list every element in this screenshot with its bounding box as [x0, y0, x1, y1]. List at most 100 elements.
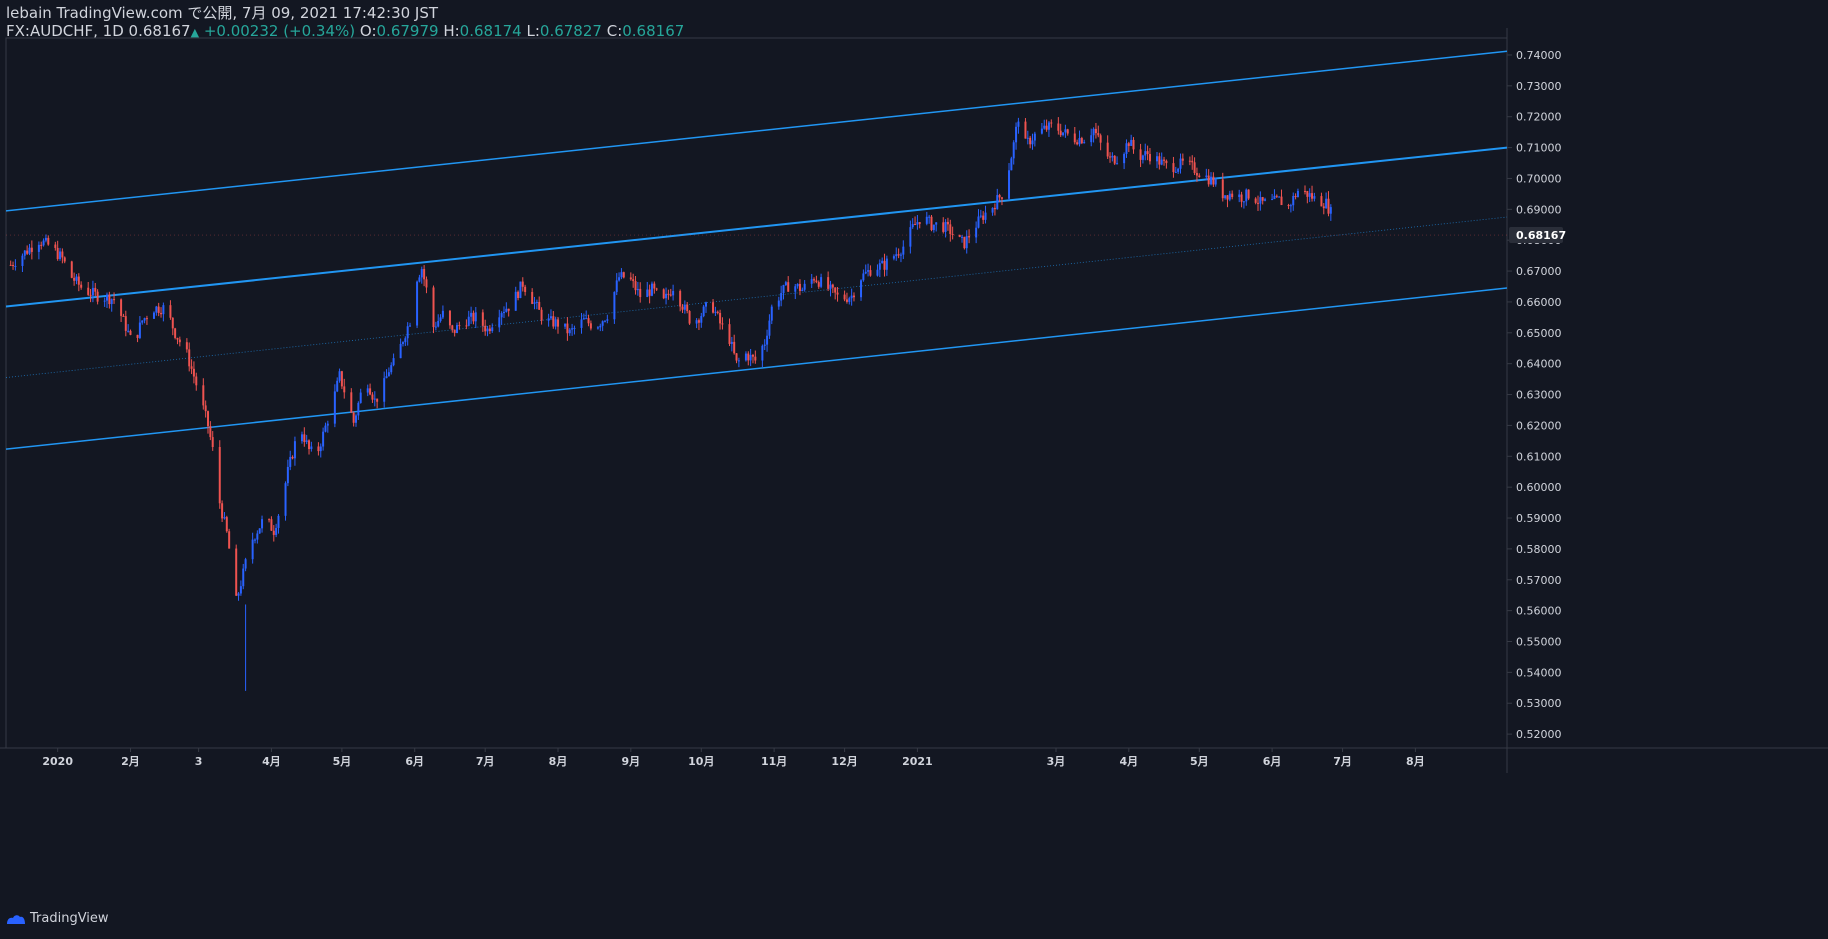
candle-body: [519, 281, 522, 299]
candle-body: [1012, 142, 1015, 159]
candle-body: [322, 431, 325, 447]
candle-body: [1148, 154, 1151, 162]
candle-body: [582, 318, 585, 320]
candle-body: [744, 353, 747, 361]
candle-body: [1080, 138, 1083, 144]
channel-line-dotted-mid[interactable]: [6, 216, 1507, 378]
channel-line-lower[interactable]: [6, 287, 1507, 450]
candle-body: [585, 318, 588, 320]
candle-body: [850, 295, 853, 299]
candle-body: [829, 284, 832, 289]
candle-body: [697, 320, 700, 323]
candle-body: [1040, 128, 1043, 134]
candle-body: [998, 195, 1001, 198]
candle-body: [237, 593, 240, 596]
candle-body: [864, 271, 867, 274]
x-tick-label: 5月: [1190, 755, 1209, 768]
candle-body: [876, 269, 879, 276]
candle-body: [1275, 195, 1278, 197]
symbol-label[interactable]: FX:AUDCHF, 1D: [6, 22, 124, 40]
candle-body: [1174, 171, 1177, 173]
brand-label[interactable]: TradingView: [30, 911, 109, 926]
candle-body: [951, 233, 954, 235]
candle-body: [1264, 199, 1267, 201]
candle-body: [557, 319, 560, 327]
candle-body: [1172, 163, 1175, 173]
candle-body: [310, 446, 313, 450]
candle-body: [359, 392, 362, 403]
candle-body: [909, 227, 912, 247]
candle-body: [40, 244, 43, 246]
candle-body: [860, 280, 863, 298]
candle-body: [1141, 155, 1144, 160]
candle-body: [26, 250, 29, 254]
channel-line-upper[interactable]: [6, 50, 1507, 212]
candle-body: [622, 272, 625, 278]
candle-body: [1179, 158, 1182, 169]
candle-body: [540, 309, 543, 321]
candle-body: [993, 207, 996, 210]
x-tick-label: 2020: [42, 755, 73, 768]
candle-body: [23, 250, 26, 256]
candle-body: [564, 323, 567, 327]
candle-body: [935, 222, 938, 225]
candle-body: [977, 216, 980, 228]
candle-body: [1111, 155, 1114, 158]
candle-body: [441, 310, 444, 318]
x-tick-label: 10月: [688, 755, 714, 768]
price-change: +0.00232 (+0.34%): [203, 22, 356, 40]
candle-body: [326, 423, 329, 426]
candle-body: [350, 392, 353, 413]
candle-body: [456, 325, 459, 334]
x-tick-label: 8月: [1406, 755, 1425, 768]
candle-body: [728, 324, 731, 344]
candle-body: [145, 318, 148, 320]
candle-body: [1261, 197, 1264, 201]
candle-body: [958, 234, 961, 237]
candle-body: [770, 306, 773, 321]
candle-body: [138, 322, 141, 338]
candle-body: [185, 342, 188, 350]
tradingview-logo-icon: [7, 914, 25, 924]
candle-body: [580, 319, 583, 328]
candle-body: [1146, 151, 1149, 155]
y-tick-label: 0.65000: [1516, 327, 1562, 340]
candle-body: [1017, 121, 1020, 127]
candle-body: [1313, 196, 1316, 199]
candle-body: [1238, 194, 1241, 198]
candle-body: [235, 548, 238, 596]
candle-body: [620, 272, 623, 278]
candle-body: [914, 224, 917, 226]
candle-body: [899, 254, 902, 256]
x-tick-label: 5月: [333, 755, 352, 768]
candle-body: [1008, 170, 1011, 199]
candle-body: [1057, 123, 1060, 131]
candle-body: [662, 289, 665, 299]
candle-body: [120, 299, 123, 316]
candle-body: [458, 325, 461, 327]
candle-body: [371, 394, 374, 400]
high-label: H:: [443, 22, 460, 40]
candle-body: [425, 279, 428, 288]
candle-body: [1059, 130, 1062, 136]
open-value: 0.67979: [376, 22, 439, 40]
channel-line-middle[interactable]: [6, 146, 1507, 308]
candle-body: [1045, 125, 1048, 130]
candle-body: [618, 277, 621, 281]
candle-body: [688, 311, 691, 324]
last-price: 0.68167: [128, 22, 191, 40]
candle-body: [1278, 196, 1281, 198]
candle-body: [1050, 122, 1053, 124]
candle-body: [514, 291, 517, 311]
candle-body: [507, 308, 510, 311]
candle-body: [284, 483, 287, 516]
candle-body: [719, 312, 722, 324]
candle-body: [1257, 202, 1260, 204]
candle-body: [77, 276, 80, 285]
candle-body: [352, 412, 355, 423]
candle-body: [1280, 196, 1283, 206]
candle-body: [369, 388, 372, 395]
candle-body: [465, 325, 468, 327]
candle-body: [629, 277, 632, 280]
